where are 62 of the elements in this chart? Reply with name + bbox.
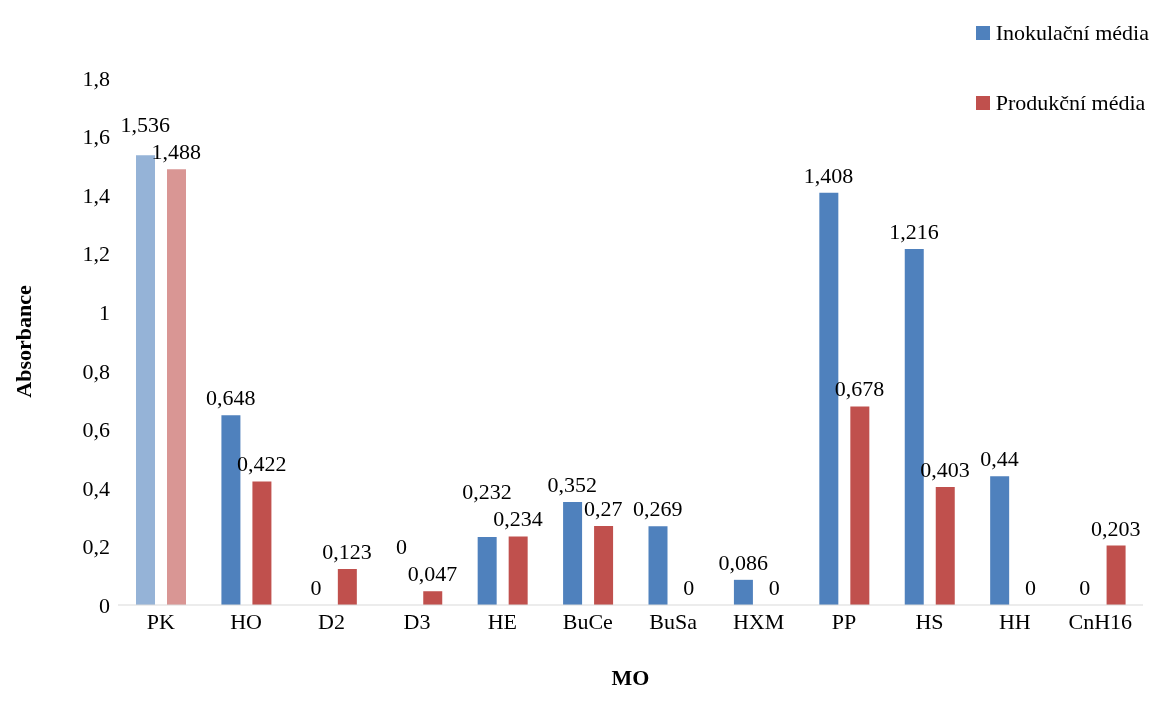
y-tick-label: 1,6 [82, 124, 110, 150]
data-label: 1,408 [803, 162, 854, 188]
x-axis-title: MO [611, 665, 650, 690]
data-label: 0,232 [462, 479, 512, 505]
data-label: 0,123 [322, 538, 372, 564]
data-label: 0,234 [493, 506, 543, 532]
y-tick-label: 1 [99, 300, 110, 326]
data-label: 1,536 [120, 112, 170, 138]
data-label: 0,352 [547, 471, 598, 497]
data-label: 0 [395, 534, 407, 560]
y-tick-label: 0,2 [82, 534, 110, 560]
y-tick-label: 0,4 [82, 475, 110, 501]
data-label: 0,086 [718, 549, 768, 575]
data-label: 1,488 [151, 139, 201, 165]
x-tick-label: PP [831, 608, 857, 634]
data-label: 0,047 [407, 561, 458, 587]
x-tick-label: BuSa [649, 608, 698, 634]
data-label: 0 [1024, 575, 1036, 600]
x-tick-label: HE [487, 608, 518, 634]
y-tick-label: 1,4 [82, 182, 110, 208]
data-label: 0,648 [205, 385, 256, 411]
bar [1106, 545, 1126, 605]
bar [423, 591, 443, 605]
bar [508, 536, 528, 605]
bar [563, 501, 583, 605]
y-tick-label: 0 [99, 592, 110, 618]
x-tick-label: HO [230, 608, 263, 634]
y-tick-label: 0,8 [82, 358, 110, 384]
data-label: 0 [310, 575, 322, 600]
bar [990, 476, 1010, 605]
x-tick-label: HS [915, 608, 944, 634]
x-tick-label: CnH16 [1068, 608, 1133, 634]
y-axis-title: Absorbance [10, 285, 36, 398]
bar [648, 526, 668, 605]
bar [477, 537, 497, 605]
data-label: 0 [683, 575, 695, 600]
x-tick-label: D2 [318, 608, 345, 634]
data-label: 0,27 [584, 495, 623, 521]
data-label: 0 [1079, 575, 1091, 600]
bar [733, 579, 753, 605]
bar [850, 406, 870, 605]
data-label: 0,44 [980, 446, 1019, 472]
y-tick-label: 0,6 [82, 417, 110, 443]
x-tick-label: HXM [732, 608, 785, 634]
bar [252, 481, 272, 605]
y-tick-label: 1,2 [82, 241, 110, 267]
legend-label: Inokulační média [995, 19, 1149, 47]
data-label: 0,203 [1091, 515, 1141, 541]
x-tick-label: PK [146, 608, 175, 634]
x-tick-label: D3 [403, 608, 431, 634]
x-tick-label: HH [998, 608, 1031, 634]
y-tick-label: 1,8 [82, 65, 110, 91]
data-label: 0 [768, 575, 780, 600]
legend-label: Produkční média [995, 89, 1146, 117]
bar [167, 169, 186, 605]
bar [337, 568, 357, 605]
bar [136, 155, 155, 605]
data-label: 1,216 [889, 218, 939, 244]
bar [594, 525, 614, 605]
x-tick-label: BuCe [562, 608, 613, 634]
data-label: 0,269 [632, 496, 683, 522]
bar [935, 487, 955, 605]
